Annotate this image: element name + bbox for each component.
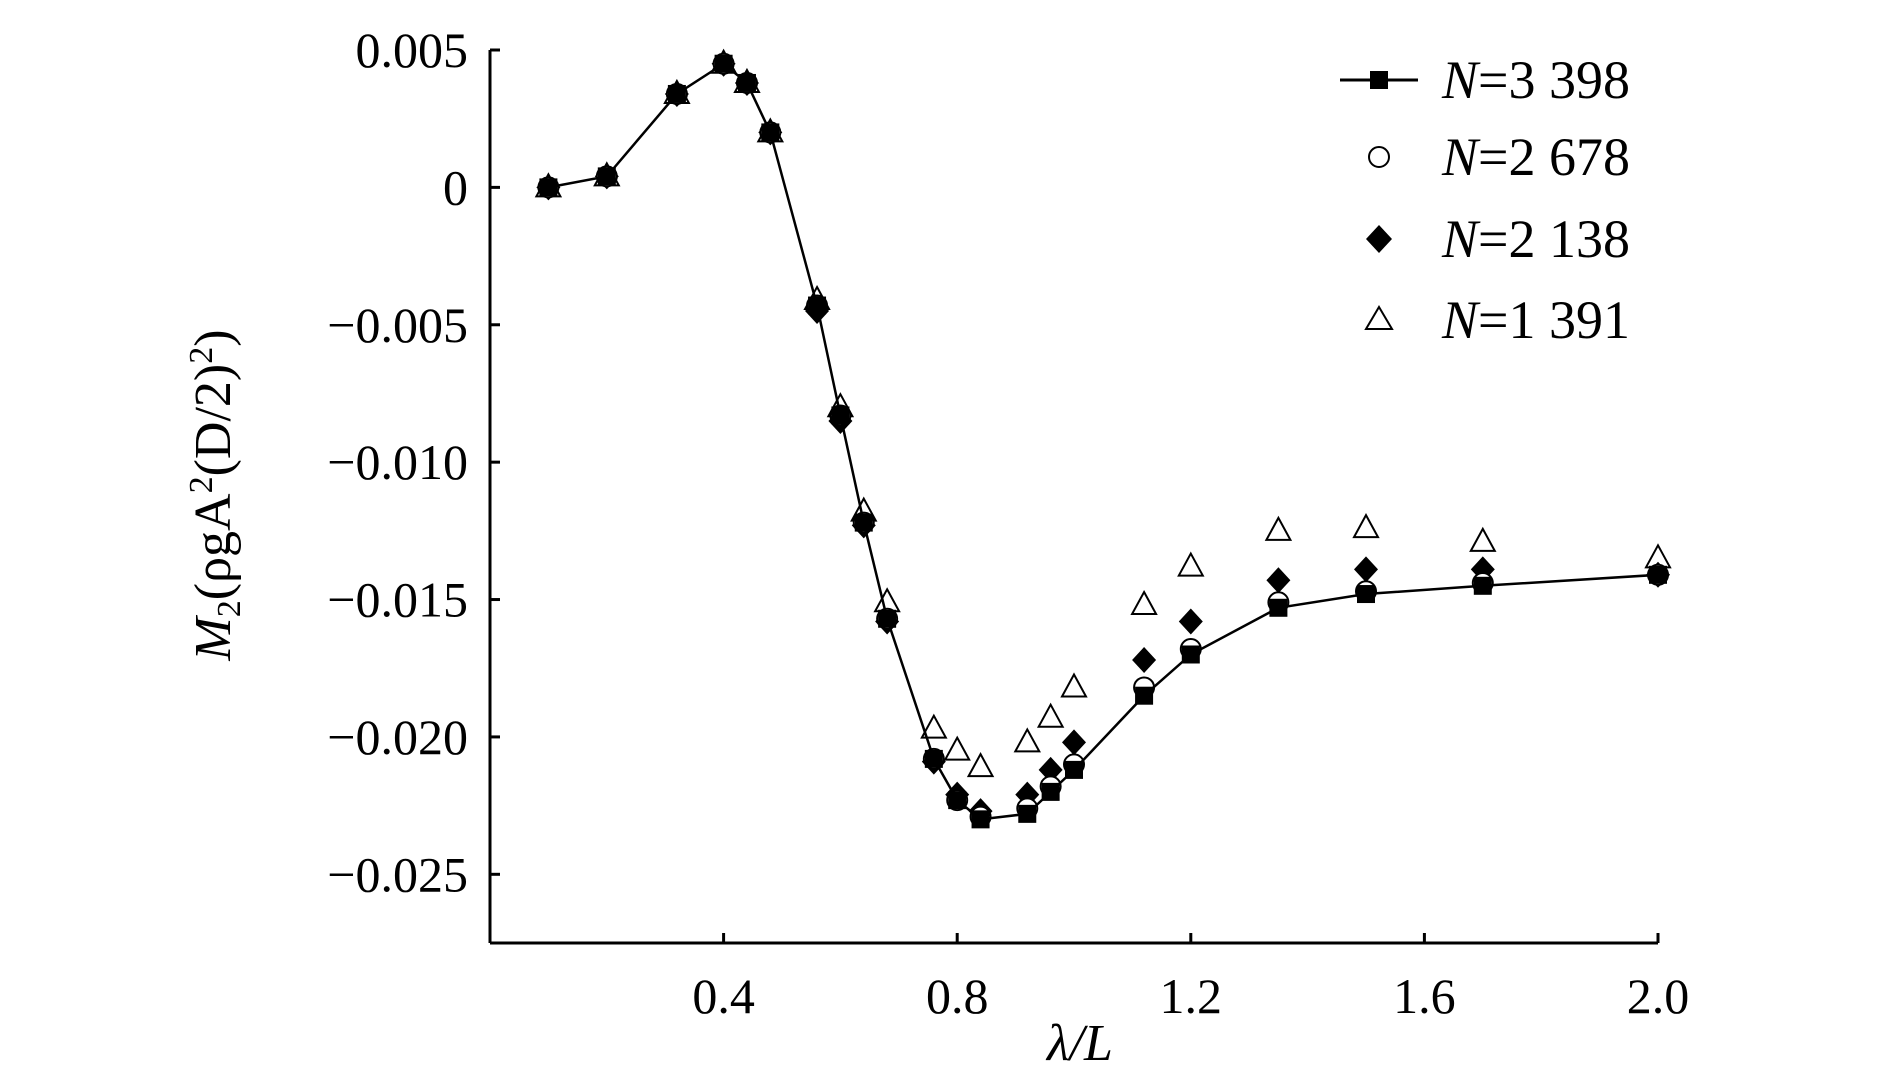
data-point-triangle bbox=[1177, 551, 1205, 577]
data-point-triangle bbox=[1469, 526, 1497, 552]
data-point-triangle bbox=[1264, 515, 1293, 541]
data-point-diamond bbox=[1354, 556, 1378, 583]
axes bbox=[488, 50, 1658, 945]
data-point-square bbox=[1181, 645, 1200, 664]
x-axis-title: λ/L bbox=[1045, 1015, 1113, 1072]
legend-label-value: =2 138 bbox=[1478, 209, 1630, 269]
legend-label-value: =2 678 bbox=[1478, 127, 1630, 187]
legend-item-series-2: N=2 678 bbox=[1368, 127, 1630, 187]
data-point-square bbox=[971, 810, 990, 829]
data-point-square bbox=[878, 609, 897, 628]
legend-diamond-marker bbox=[1366, 225, 1392, 253]
svg-text:N=3 398: N=3 398 bbox=[1441, 50, 1630, 110]
legend-item-series-4: N=1 391 bbox=[1364, 290, 1630, 350]
legend-item-series-1: N=3 398 bbox=[1340, 50, 1630, 110]
data-point-square bbox=[737, 73, 756, 92]
x-tick-label: 1.6 bbox=[1393, 968, 1456, 1024]
x-tick-label: 0.8 bbox=[926, 968, 989, 1024]
data-point-square bbox=[539, 178, 558, 197]
data-point-triangle bbox=[966, 752, 995, 778]
y-tick-label: −0.005 bbox=[327, 297, 468, 353]
data-point-square bbox=[597, 167, 616, 186]
data-point-triangle bbox=[1130, 589, 1158, 616]
data-point-triangle bbox=[1060, 672, 1088, 698]
legend-label-var: N bbox=[1441, 290, 1481, 350]
data-point-triangle bbox=[920, 713, 948, 739]
data-point-square bbox=[948, 791, 967, 810]
y-tick-label: 0 bbox=[443, 159, 468, 215]
data-point-triangle bbox=[1036, 702, 1065, 728]
x-tick-label: 1.2 bbox=[1160, 968, 1223, 1024]
x-ticks: 0.4 0.8 1.2 1.6 2.0 bbox=[692, 933, 1689, 1024]
plot-area bbox=[534, 48, 1672, 829]
data-point-square bbox=[831, 406, 850, 425]
data-point-square bbox=[924, 749, 943, 768]
data-point-triangle bbox=[943, 735, 971, 761]
svg-text:N=2 678: N=2 678 bbox=[1441, 127, 1630, 187]
legend-circle-marker bbox=[1368, 146, 1390, 168]
data-point-square bbox=[1473, 576, 1492, 595]
svg-text:N=1 391: N=1 391 bbox=[1441, 290, 1630, 350]
legend-label-value: =3 398 bbox=[1478, 50, 1630, 110]
data-point-diamond bbox=[1062, 729, 1086, 756]
legend-square-marker bbox=[1370, 71, 1388, 89]
y-ticks: 0.005 0 −0.005 −0.010 −0.015 −0.020 −0.025 bbox=[327, 22, 500, 902]
legend-label-value: =1 391 bbox=[1478, 290, 1630, 350]
data-point-square bbox=[1041, 782, 1060, 801]
legend-triangle-marker bbox=[1364, 305, 1394, 330]
legend-label-var: N bbox=[1441, 50, 1481, 110]
data-point-square bbox=[714, 54, 733, 73]
data-point-square bbox=[1018, 804, 1037, 823]
data-point-square bbox=[808, 296, 827, 315]
data-point-square bbox=[1357, 585, 1375, 604]
data-point-square bbox=[854, 513, 873, 532]
data-point-square bbox=[761, 123, 780, 142]
y-tick-label: 0.005 bbox=[356, 22, 469, 78]
x-tick-label: 2.0 bbox=[1627, 968, 1690, 1024]
data-point-diamond bbox=[1266, 567, 1291, 594]
data-point-triangle bbox=[1352, 513, 1380, 539]
legend: N=3 398 N=2 678 N=2 138 N=1 391 bbox=[1340, 50, 1630, 350]
legend-label-var: N bbox=[1441, 209, 1481, 269]
y-tick-label: −0.015 bbox=[327, 572, 468, 628]
data-point-square bbox=[1269, 598, 1288, 617]
data-point-square bbox=[667, 84, 686, 103]
data-point-triangle bbox=[1013, 727, 1041, 753]
svg-text:N=2 138: N=2 138 bbox=[1441, 209, 1630, 269]
y-tick-label: −0.025 bbox=[327, 846, 468, 902]
y-tick-label: −0.020 bbox=[327, 709, 468, 765]
legend-label-var: N bbox=[1441, 127, 1481, 187]
series-line bbox=[548, 62, 1659, 821]
data-point-square bbox=[1649, 565, 1667, 584]
series-1 bbox=[539, 54, 1667, 829]
data-point-square bbox=[1065, 760, 1083, 779]
data-point-diamond bbox=[1038, 756, 1063, 783]
x-tick-label: 0.4 bbox=[692, 968, 755, 1024]
data-point-diamond bbox=[1132, 646, 1157, 673]
legend-item-series-3: N=2 138 bbox=[1366, 209, 1630, 269]
y-axis-title: M2(ρgA2(D/2)2) bbox=[183, 329, 248, 661]
data-point-diamond bbox=[1178, 608, 1203, 635]
data-point-square bbox=[1135, 686, 1154, 705]
y-tick-label: −0.010 bbox=[327, 434, 468, 490]
